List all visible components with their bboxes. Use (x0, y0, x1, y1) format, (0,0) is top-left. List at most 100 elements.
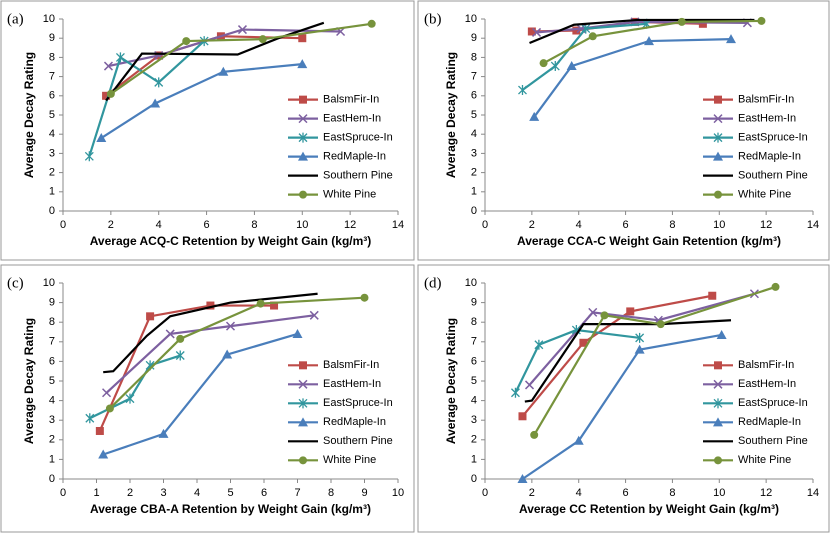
marker (716, 329, 727, 339)
y-tick-label: 7 (49, 336, 55, 348)
y-tick-label: 2 (49, 167, 55, 179)
x-tick-label: 0 (482, 219, 488, 231)
legend-marker (299, 95, 307, 104)
legend-label: EastSpruce-In (323, 397, 393, 409)
legend-marker (714, 95, 722, 104)
marker (125, 393, 135, 404)
y-tick-label: 10 (465, 13, 477, 25)
y-tick-label: 8 (471, 316, 477, 328)
series-line (521, 333, 722, 480)
legend-marker (714, 361, 722, 370)
marker (579, 338, 588, 347)
panel-frame (417, 264, 830, 533)
legend-marker (714, 190, 722, 199)
marker (367, 19, 376, 28)
y-tick-label: 9 (49, 297, 55, 309)
marker (256, 299, 265, 308)
series-line (529, 18, 755, 45)
legend-label: EastSpruce-In (323, 132, 393, 144)
legend-label: Southern Pine (323, 170, 393, 182)
y-tick-label: 3 (471, 147, 477, 159)
y-tick-label: 8 (49, 316, 55, 328)
y-tick-label: 6 (49, 90, 55, 102)
y-tick-label: 1 (471, 186, 477, 198)
x-tick-label: 10 (713, 219, 725, 231)
legend-label: EastSpruce-In (738, 397, 808, 409)
legend-label: White Pine (738, 454, 791, 466)
y-tick-label: 6 (471, 90, 477, 102)
y-tick-label: 10 (43, 277, 55, 289)
x-tick-label: 0 (60, 219, 66, 231)
marker (530, 430, 539, 439)
marker (158, 428, 169, 438)
marker (98, 449, 109, 459)
marker (360, 293, 369, 302)
series-line (521, 294, 713, 417)
marker (550, 61, 560, 72)
x-tick-label: 1 (93, 487, 99, 499)
legend-label: White Pine (323, 189, 376, 201)
legend-label: EastHem-In (323, 113, 381, 125)
marker (96, 133, 107, 143)
panel-frame (417, 0, 830, 261)
x-tick-label: 2 (127, 487, 133, 499)
panel-label: (c) (7, 275, 24, 291)
x-tick-label: 8 (669, 487, 675, 499)
y-tick-label: 8 (471, 51, 477, 63)
series-line (108, 28, 341, 68)
series-line (533, 38, 732, 118)
x-axis-label: Average ACQ-C Retention by Weight Gain (… (90, 234, 372, 248)
series-line (103, 292, 318, 374)
y-tick-label: 0 (471, 473, 477, 485)
x-tick-label: 7 (294, 487, 300, 499)
marker (581, 23, 591, 34)
panel-frame (0, 0, 415, 261)
x-tick-label: 14 (807, 487, 819, 499)
marker (510, 387, 520, 398)
marker (103, 61, 113, 71)
panel-label: (d) (424, 275, 442, 291)
legend-label: RedMaple-In (323, 416, 386, 428)
y-tick-label: 5 (471, 375, 477, 387)
series-line (521, 22, 647, 91)
marker (532, 27, 542, 37)
y-tick-label: 0 (49, 473, 55, 485)
y-tick-label: 4 (49, 395, 55, 407)
legend-label: RedMaple-In (738, 416, 801, 428)
series-line (528, 292, 755, 386)
y-tick-label: 5 (471, 109, 477, 121)
marker (182, 37, 191, 46)
y-tick-label: 7 (471, 71, 477, 83)
legend-label: EastHem-In (323, 378, 381, 390)
panel-label: (b) (424, 11, 442, 27)
x-tick-label: 2 (529, 487, 535, 499)
x-tick-label: 5 (227, 487, 233, 499)
legend-marker (299, 361, 307, 370)
marker (84, 151, 94, 162)
marker (708, 291, 717, 300)
y-tick-label: 7 (49, 71, 55, 83)
series-line (105, 21, 325, 102)
marker (150, 98, 161, 108)
y-tick-label: 8 (49, 51, 55, 63)
legend-marker (298, 114, 308, 124)
x-tick-label: 9 (361, 487, 367, 499)
legend-marker (713, 151, 723, 161)
legend-label: RedMaple-In (323, 151, 386, 163)
x-tick-label: 3 (160, 487, 166, 499)
legend-label: BalsmFir-In (323, 94, 379, 106)
series-line (524, 319, 732, 403)
x-tick-label: 10 (392, 487, 404, 499)
y-tick-label: 3 (471, 414, 477, 426)
y-tick-label: 10 (465, 277, 477, 289)
legend-label: RedMaple-In (738, 151, 801, 163)
y-tick-label: 6 (471, 355, 477, 367)
y-tick-label: 0 (471, 205, 477, 217)
x-tick-label: 14 (807, 219, 819, 231)
marker (524, 380, 535, 390)
marker (85, 413, 95, 424)
legend-label: BalsmFir-In (738, 94, 794, 106)
marker (258, 35, 267, 44)
y-tick-label: 7 (471, 336, 477, 348)
x-axis-label: Average CBA-A Retention by Weight Gain (… (90, 502, 371, 516)
